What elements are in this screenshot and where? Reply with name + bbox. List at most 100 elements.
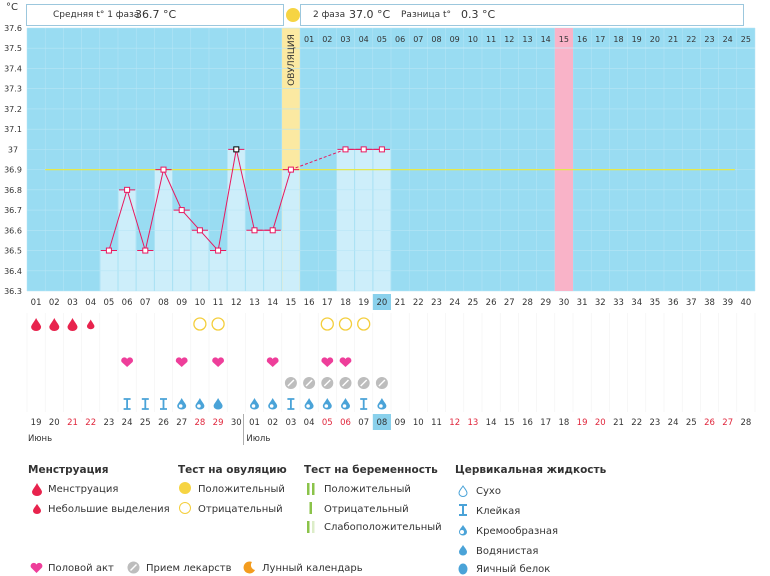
positive-circle-icon <box>179 482 191 494</box>
temperature-point <box>233 146 240 153</box>
phase2-day-label: 21 <box>668 35 678 44</box>
temperature-bar <box>264 230 282 291</box>
creamy-icon <box>304 398 314 410</box>
ovulation-test-icon <box>211 317 225 331</box>
legend-cervical-creamy: Кремообразная <box>476 526 559 537</box>
calendar-date-label: 14 <box>486 418 497 428</box>
calendar-date-label: 15 <box>504 418 515 428</box>
sticky-icon <box>459 504 467 516</box>
heart-icon <box>212 357 224 367</box>
calendar-date-label: 30 <box>231 418 242 428</box>
calendar-date-label: 03 <box>285 418 296 428</box>
cycle-day-label: 26 <box>486 298 497 308</box>
y-tick-label: 37.2 <box>4 105 22 114</box>
y-tick-label: 37 <box>8 145 18 154</box>
sticky-icon <box>360 398 368 410</box>
dry-icon <box>458 485 468 497</box>
menstruation-drop-icon <box>31 318 42 331</box>
calendar-date-label: 23 <box>649 418 660 428</box>
legend-cervical-title: Цервикальная жидкость <box>455 464 607 476</box>
pill-stripe <box>305 379 313 387</box>
calendar-date-label: 06 <box>340 418 351 428</box>
ovulation-test-icon <box>357 317 371 331</box>
y-tick-label: 36.4 <box>4 267 22 276</box>
phase2-day-label: 19 <box>632 35 642 44</box>
cycle-day-label: 07 <box>140 298 151 308</box>
calendar-date-label: 18 <box>558 418 569 428</box>
cycle-day-label: 04 <box>85 298 96 308</box>
phase2-day-label: 08 <box>431 35 441 44</box>
menstruation-drop-icon <box>49 318 60 331</box>
calendar-date-label: 24 <box>668 418 679 428</box>
temperature-line-segment <box>144 169 164 251</box>
cycle-day-label: 05 <box>103 298 114 308</box>
phase1-label: Средняя t° 1 фаза <box>53 10 140 20</box>
temperature-line-segment <box>235 149 255 231</box>
calendar-date-label: 10 <box>413 418 424 428</box>
legend-menstruation-title: Менструация <box>28 464 109 476</box>
phase2-day-label: 16 <box>577 35 587 44</box>
y-tick-label: 36.8 <box>4 186 22 195</box>
creamy-highlight <box>379 404 383 408</box>
cycle-day-label: 33 <box>613 298 624 308</box>
cycle-day-label: 37 <box>686 298 697 308</box>
cycle-day-label: 30 <box>558 298 569 308</box>
calendar-date-label: 13 <box>467 418 478 428</box>
y-tick-label: 36.5 <box>4 247 22 256</box>
calendar-date-label: 21 <box>67 418 78 428</box>
creamy-highlight <box>269 404 274 408</box>
cycle-day-label: 27 <box>504 298 515 308</box>
creamy-highlight <box>197 404 201 408</box>
legend-ov-positive: Положительный <box>198 484 285 495</box>
phase2-day-label: 04 <box>359 35 369 44</box>
temperature-line-segment <box>181 209 201 231</box>
calendar-date-label: 04 <box>304 418 315 428</box>
pill-icon <box>127 561 140 574</box>
cycle-day-label: 12 <box>231 298 242 308</box>
temperature-line-segment <box>126 189 146 251</box>
calendar-today-marker <box>372 414 391 430</box>
legend-cervical-eggwhite: Яичный белок <box>476 564 551 575</box>
pill-stripe <box>323 379 331 387</box>
bbt-chart: 37.6 37.5 37.4 37.3 37.2 37.1 37 36.9 36.8 36.7 36… <box>4 24 756 445</box>
watery-icon <box>213 398 223 410</box>
calendar-date-label: 25 <box>686 418 697 428</box>
temperature-point <box>142 247 149 254</box>
temperature-bar <box>336 149 355 291</box>
ovulation-test-icon <box>193 317 207 331</box>
cycle-day-label: 40 <box>740 298 751 308</box>
cycle-day-label: 16 <box>304 298 315 308</box>
temperature-point <box>251 227 258 234</box>
phase2-day-label: 15 <box>559 35 569 44</box>
creamy-icon <box>341 398 350 410</box>
calendar-date-label: 29 <box>213 418 224 428</box>
sticky-icon <box>141 398 149 410</box>
temperature-bar <box>227 149 245 291</box>
legend-cervical-sticky: Клейкая <box>476 506 521 517</box>
creamy-highlight <box>178 404 183 408</box>
ovulation-test-icon <box>320 317 334 331</box>
small-drop-icon <box>33 504 41 514</box>
cycle-day-label: 01 <box>31 298 42 308</box>
calendar-date-label: 12 <box>449 418 460 428</box>
temperature-line-segment <box>217 149 237 251</box>
creamy-icon <box>459 525 467 536</box>
diff-value: 0.3 °C <box>461 8 496 21</box>
phase2-day-label: 24 <box>723 35 733 44</box>
temperature-point <box>178 207 185 214</box>
temperature-point <box>287 166 294 173</box>
cycle-day-label: 14 <box>267 298 278 308</box>
y-tick-label: 37.4 <box>4 64 22 73</box>
temperature-point <box>215 247 222 254</box>
cycle-day-label: 17 <box>322 298 333 308</box>
drop-icon <box>32 483 42 496</box>
temperature-point <box>378 146 385 153</box>
heart-icon <box>175 357 188 367</box>
calendar-date-label: 11 <box>431 418 442 428</box>
phase2-day-label: 05 <box>377 35 387 44</box>
sticky-icon <box>123 398 131 410</box>
month-label: Июнь <box>28 434 52 444</box>
phase2-label: 2 фаза <box>313 10 346 20</box>
heart-icon <box>339 357 352 367</box>
cycle-day-label: 09 <box>176 298 187 308</box>
